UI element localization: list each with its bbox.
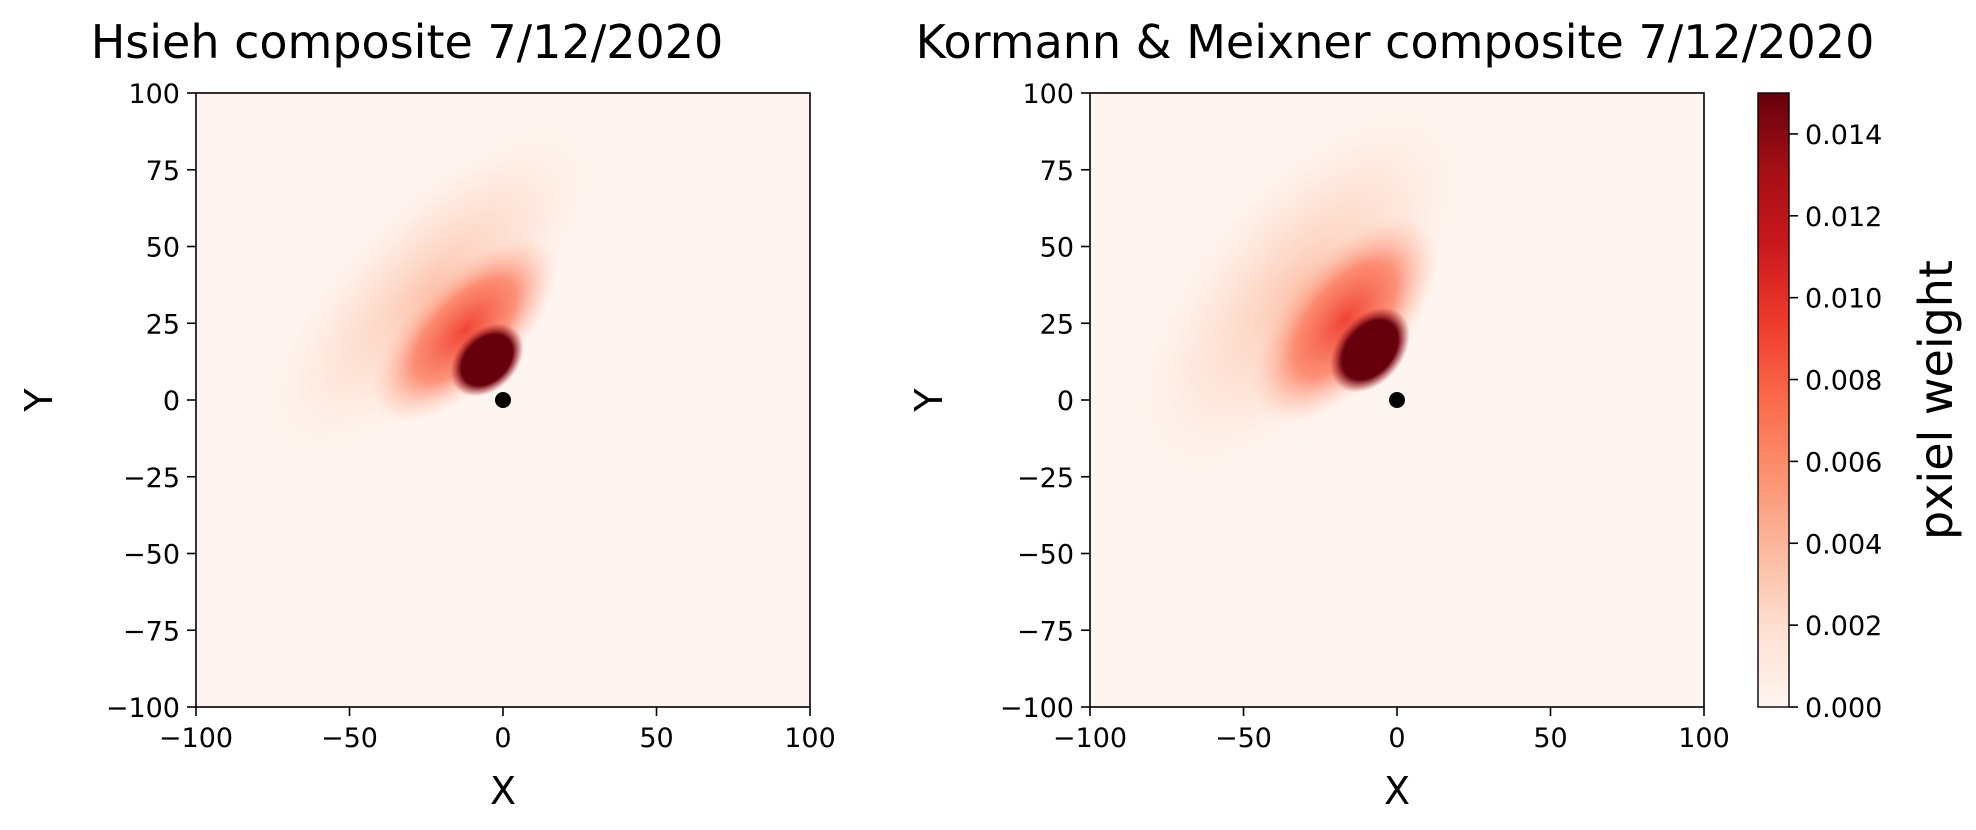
left-y-tick-label: −25 (123, 463, 180, 494)
left-y-tick-label: 25 (146, 309, 180, 340)
left-footprint-core (450, 323, 524, 397)
right-x-tick-label: 100 (1678, 723, 1730, 754)
right-footprint-core (1330, 307, 1410, 393)
colorbar-ticks: 0.000 0.002 0.004 0.006 0.008 0.010 0.012 0.014 (1789, 120, 1882, 724)
colorbar-tick-label: 0.012 (1805, 202, 1882, 233)
left-y-axis-label: Y (17, 388, 61, 413)
colorbar-label: pxiel weight (1909, 260, 1963, 540)
right-y-tick-label: −25 (1017, 463, 1074, 494)
left-x-tick-label: 50 (639, 723, 673, 754)
colorbar-tick-label: 0.000 (1805, 693, 1882, 724)
right-tower-point (1389, 392, 1405, 408)
right-y-tick-label: 25 (1040, 309, 1074, 340)
right-chart: Kormann & Meixner composite 7/12/2020 −1… (907, 15, 1874, 813)
right-y-tick-label: −75 (1017, 616, 1074, 647)
left-x-axis-label: X (490, 769, 516, 813)
colorbar-tick-label: 0.014 (1805, 120, 1882, 151)
right-y-axis-label: Y (907, 388, 951, 413)
colorbar: 0.000 0.002 0.004 0.006 0.008 0.010 0.012 0.014… (1757, 92, 1963, 724)
right-x-tick-label: −100 (1053, 723, 1127, 754)
left-chart-title: Hsieh composite 7/12/2020 (91, 15, 724, 69)
right-x-tick-label: 50 (1533, 723, 1567, 754)
right-y-tick-label: 50 (1040, 233, 1074, 264)
colorbar-tick-label: 0.006 (1805, 447, 1882, 478)
right-y-tick-label: −100 (1000, 693, 1074, 724)
right-x-tick-label: 0 (1388, 723, 1405, 754)
colorbar-tick-label: 0.002 (1805, 611, 1882, 642)
left-y-tick-label: 75 (146, 156, 180, 187)
right-plot-area (1089, 92, 1705, 708)
left-x-tick-label: −100 (159, 723, 233, 754)
right-y-tick-label: 75 (1040, 156, 1074, 187)
right-x-tick-label: −50 (1215, 723, 1272, 754)
right-footprint-mid (1251, 216, 1439, 424)
left-y-ticks: 100 75 50 25 0 −25 −50 −75 −100 (106, 79, 196, 724)
right-y-tick-label: 100 (1022, 79, 1074, 110)
left-tower-point (495, 392, 511, 408)
left-y-tick-label: 50 (146, 233, 180, 264)
left-y-tick-label: −100 (106, 693, 180, 724)
colorbar-gradient (1757, 92, 1790, 708)
colorbar-tick-label: 0.008 (1805, 366, 1882, 397)
left-x-tick-label: −50 (321, 723, 378, 754)
colorbar-tick-label: 0.010 (1805, 284, 1882, 315)
right-x-ticks: −100 −50 0 50 100 (1053, 707, 1730, 754)
right-chart-title: Kormann & Meixner composite 7/12/2020 (916, 15, 1875, 69)
left-chart: Hsieh composite 7/12/2020 −100 −50 0 50 100 … (17, 15, 836, 813)
left-x-tick-label: 0 (494, 723, 511, 754)
colorbar-tick-label: 0.004 (1805, 529, 1882, 560)
right-y-tick-label: 0 (1057, 386, 1074, 417)
left-footprint-mid (371, 236, 559, 424)
right-y-tick-label: −50 (1017, 540, 1074, 571)
left-x-tick-label: 100 (784, 723, 836, 754)
left-y-tick-label: 0 (163, 386, 180, 417)
left-x-ticks: −100 −50 0 50 100 (159, 707, 836, 754)
left-y-tick-label: −50 (123, 540, 180, 571)
left-y-tick-label: 100 (128, 79, 180, 110)
left-plot-area (195, 92, 811, 708)
right-y-ticks: 100 75 50 25 0 −25 −50 −75 −100 (1000, 79, 1090, 724)
right-x-axis-label: X (1384, 769, 1410, 813)
left-y-tick-label: −75 (123, 616, 180, 647)
